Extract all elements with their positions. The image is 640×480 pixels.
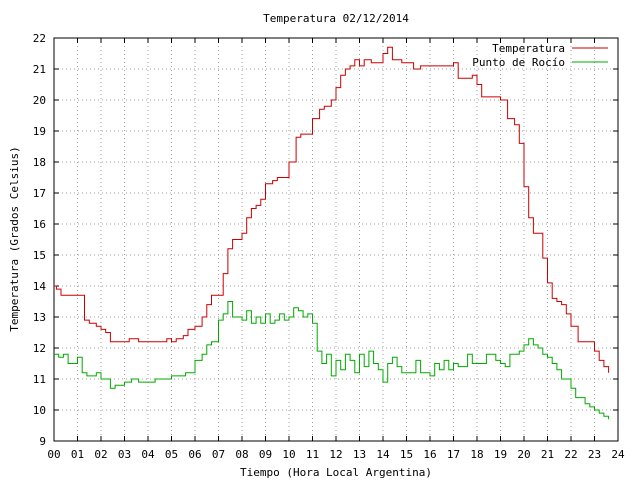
y-tick-label: 10 xyxy=(33,404,46,417)
y-tick-label: 16 xyxy=(33,218,46,231)
x-tick-label: 15 xyxy=(400,448,413,461)
x-tick-label: 03 xyxy=(118,448,131,461)
x-tick-label: 01 xyxy=(71,448,84,461)
y-tick-label: 22 xyxy=(33,32,46,45)
y-tick-label: 20 xyxy=(33,94,46,107)
x-tick-label: 21 xyxy=(541,448,554,461)
legend-label-1: Punto de Rocío xyxy=(472,56,565,69)
chart-title: Temperatura 02/12/2014 xyxy=(263,12,409,25)
x-tick-label: 18 xyxy=(470,448,483,461)
x-tick-label: 19 xyxy=(494,448,507,461)
series-lines xyxy=(54,46,610,420)
x-tick-label: 05 xyxy=(165,448,178,461)
x-tick-label: 10 xyxy=(282,448,295,461)
x-tick-label: 12 xyxy=(329,448,342,461)
x-tick-label: 22 xyxy=(564,448,577,461)
legend-label-0: Temperatura xyxy=(492,42,565,55)
series-line-0 xyxy=(54,46,610,373)
y-tick-label: 11 xyxy=(33,373,46,386)
x-tick-label: 07 xyxy=(212,448,225,461)
y-tick-label: 18 xyxy=(33,156,46,169)
y-tick-label: 9 xyxy=(39,435,46,448)
x-tick-label: 06 xyxy=(188,448,201,461)
x-tick-label: 11 xyxy=(306,448,319,461)
y-tick-label: 19 xyxy=(33,125,46,138)
axis-ticks: 00 01 02 03 04 05 06 07 08 09 10 11 12 13 14 15 16 17 18 19… xyxy=(33,32,625,461)
x-tick-label: 17 xyxy=(447,448,460,461)
y-tick-label: 12 xyxy=(33,342,46,355)
x-tick-label: 09 xyxy=(259,448,272,461)
x-tick-label: 02 xyxy=(94,448,107,461)
x-tick-label: 24 xyxy=(611,448,625,461)
y-tick-label: 17 xyxy=(33,187,46,200)
series-line-1 xyxy=(54,301,610,420)
y-tick-label: 13 xyxy=(33,311,46,324)
x-tick-label: 04 xyxy=(141,448,155,461)
x-tick-label: 00 xyxy=(47,448,60,461)
x-tick-label: 23 xyxy=(588,448,601,461)
x-tick-label: 16 xyxy=(423,448,436,461)
x-tick-label: 08 xyxy=(235,448,248,461)
x-tick-label: 13 xyxy=(353,448,366,461)
x-tick-label: 14 xyxy=(376,448,390,461)
x-axis-label: Tiempo (Hora Local Argentina) xyxy=(240,466,432,479)
x-tick-label: 20 xyxy=(517,448,530,461)
y-axis-label: Temperatura (Grados Celsius) xyxy=(8,146,21,331)
y-tick-label: 21 xyxy=(33,63,46,76)
y-tick-label: 15 xyxy=(33,249,46,262)
y-tick-label: 14 xyxy=(33,280,47,293)
